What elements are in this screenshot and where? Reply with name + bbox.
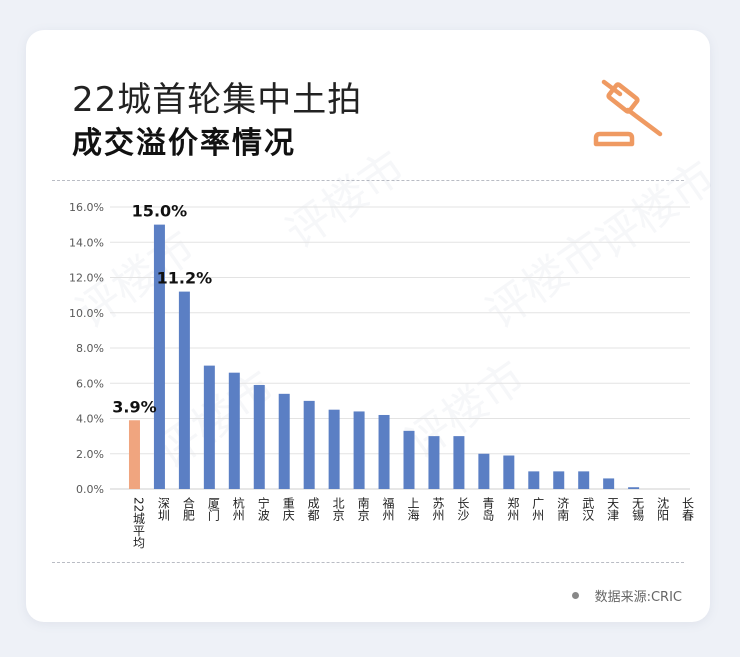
- bar: [253, 385, 265, 489]
- bar: [353, 411, 365, 489]
- bar: [453, 436, 465, 489]
- top-divider: [52, 180, 684, 181]
- y-tick-label: 12.0%: [69, 272, 104, 285]
- x-tick-label: 沈阳: [656, 496, 670, 521]
- chart-card: [26, 30, 710, 622]
- watermark-text: 评楼市: [397, 352, 534, 469]
- x-tick-label: 天津: [606, 497, 620, 521]
- x-tick-label: 杭州: [231, 496, 245, 521]
- data-label: 11.2%: [157, 269, 213, 288]
- y-tick-label: 6.0%: [76, 377, 104, 390]
- x-tick-label: 22城平均: [131, 497, 145, 549]
- x-tick-label: 无锡: [631, 497, 645, 522]
- x-tick-label: 深圳: [156, 497, 170, 521]
- y-tick-label: 4.0%: [76, 413, 104, 426]
- gavel-icon: [593, 79, 663, 147]
- x-tick-label: 长沙: [456, 497, 470, 521]
- bar: [378, 414, 390, 489]
- source-dot-icon: [571, 592, 579, 599]
- bar: [278, 393, 290, 489]
- source-note: 数据来源:CRIC: [571, 586, 682, 605]
- x-tick-label: 合肥: [181, 496, 195, 521]
- bar: [478, 453, 490, 489]
- bar: [553, 471, 565, 489]
- x-tick-label: 广州: [531, 497, 545, 521]
- bottom-divider: [52, 562, 684, 563]
- x-tick-label: 南京: [356, 496, 370, 522]
- x-tick-label: 上海: [406, 497, 420, 521]
- watermark-text: 评楼市: [277, 142, 414, 259]
- bar: [503, 455, 515, 489]
- x-tick-label: 长春: [681, 497, 695, 522]
- x-tick-label: 青岛: [481, 497, 495, 522]
- x-tick-label: 苏州: [431, 497, 445, 521]
- y-tick-label: 0.0%: [76, 483, 104, 496]
- watermark-text: 评楼市: [587, 152, 724, 269]
- x-tick-label: 武汉: [581, 497, 595, 521]
- bar: [328, 409, 340, 489]
- data-label: 3.9%: [112, 397, 156, 416]
- bar: [203, 365, 215, 489]
- x-tick-label: 北京: [331, 497, 345, 522]
- chart-title-line2: 成交溢价率情况: [72, 126, 296, 161]
- x-tick-label: 宁波: [256, 496, 270, 522]
- bar: [128, 420, 140, 489]
- x-tick-label: 成都: [306, 497, 320, 521]
- watermark-text: 评楼市: [477, 222, 614, 339]
- bar: [603, 478, 615, 489]
- x-tick-label: 济南: [556, 496, 570, 521]
- bar: [428, 436, 440, 489]
- y-tick-label: 10.0%: [69, 307, 104, 320]
- x-tick-label: 福州: [381, 496, 395, 521]
- bar: [403, 430, 415, 489]
- y-tick-label: 16.0%: [69, 201, 104, 214]
- chart-title-line1: 22城首轮集中土拍: [72, 80, 363, 120]
- bar: [303, 400, 315, 489]
- data-label: 15.0%: [132, 202, 188, 221]
- y-tick-label: 2.0%: [76, 448, 104, 461]
- y-tick-label: 14.0%: [69, 236, 104, 249]
- y-tick-label: 8.0%: [76, 342, 104, 355]
- bar: [178, 291, 190, 489]
- x-tick-label: 重庆: [281, 497, 295, 521]
- bar: [153, 224, 165, 489]
- bar: [228, 372, 240, 489]
- bar: [628, 487, 640, 489]
- x-tick-label: 郑州: [506, 496, 520, 521]
- bar: [528, 471, 540, 489]
- source-text: 数据来源:CRIC: [594, 590, 682, 605]
- x-tick-label: 厦门: [206, 497, 220, 521]
- bar: [578, 471, 590, 489]
